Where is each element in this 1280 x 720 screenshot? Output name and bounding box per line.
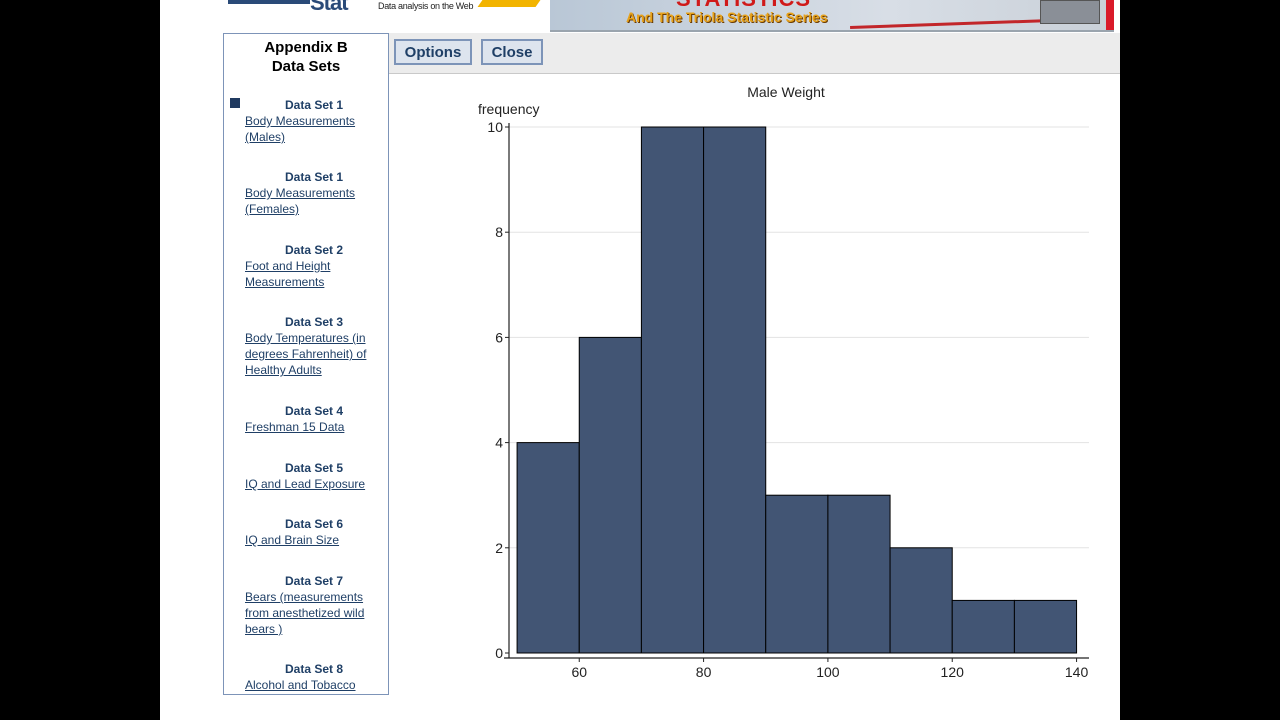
data-set-link[interactable]: Bears (measurements from anesthetized wi…: [245, 590, 365, 636]
y-tick-label: 4: [495, 435, 503, 451]
data-set-link[interactable]: Body Temperatures (in degrees Fahrenheit…: [245, 331, 367, 377]
y-axis-title: frequency: [478, 101, 539, 117]
sidebar-item-data-set-2: Data Set 2 Foot and Height Measurements: [224, 242, 388, 290]
sidebar-item-data-set-6: Data Set 6 IQ and Brain Size: [224, 516, 388, 548]
y-tick-label: 8: [495, 224, 503, 240]
data-set-link[interactable]: Body Measurements (Females): [245, 186, 356, 216]
y-tick-label: 6: [495, 329, 503, 345]
data-set-heading: Data Set 8: [284, 662, 344, 676]
logo-bar: [228, 0, 310, 4]
sidebar-item-data-set-4: Data Set 4 Freshman 15 Data: [224, 403, 388, 435]
data-set-link[interactable]: Foot and Height Measurements: [245, 259, 331, 289]
selected-marker-icon: [230, 98, 240, 108]
data-set-heading: Data Set 6: [284, 517, 344, 531]
data-set-heading: Data Set 2: [284, 243, 344, 257]
data-set-heading: Data Set 4: [284, 404, 344, 418]
x-tick-label: 120: [941, 664, 965, 680]
sidebar-title: Appendix B Data Sets: [224, 38, 388, 76]
sidebar-item-data-set-1-males: Data Set 1 Body Measurements (Males): [224, 97, 388, 145]
histogram-bar: [827, 494, 891, 654]
data-set-heading: Data Set 5: [284, 461, 344, 475]
banner-subtitle: And The Triola Statistic Series: [626, 9, 828, 25]
y-tick-label: 2: [495, 540, 503, 556]
data-set-link[interactable]: Body Measurements (Males): [245, 114, 356, 144]
header-banner: STATISTICS And The Triola Statistic Seri…: [550, 0, 1114, 32]
logo-text: Stat: [310, 0, 349, 15]
toolbar: Options Close: [389, 33, 1120, 74]
logo-banner: Stat Data analysis on the Web: [160, 0, 545, 30]
y-tick-label: 0: [495, 645, 503, 661]
x-tick-label: 60: [571, 664, 587, 680]
histogram-bar: [640, 126, 705, 654]
chart-title: Male Weight: [747, 84, 825, 100]
x-tick-label: 100: [816, 664, 840, 680]
banner-accent: [1106, 0, 1114, 30]
histogram-bar: [951, 599, 1015, 654]
sidebar-item-data-set-3: Data Set 3 Body Temperatures (in degrees…: [224, 314, 388, 378]
histogram-bar: [1013, 599, 1078, 654]
x-tick-label: 140: [1065, 664, 1089, 680]
histogram-bar: [703, 126, 767, 654]
sidebar-title-line2: Data Sets: [271, 58, 341, 75]
logo-cube-icon: [477, 0, 541, 7]
data-set-link[interactable]: IQ and Brain Size: [245, 533, 340, 547]
y-tick-label: 10: [487, 119, 503, 135]
data-set-link[interactable]: IQ and Lead Exposure: [245, 477, 366, 491]
histogram-bar: [889, 547, 953, 654]
data-set-heading: Data Set 7: [284, 574, 344, 588]
data-set-heading: Data Set 1: [284, 98, 344, 112]
data-set-link[interactable]: Freshman 15 Data: [245, 420, 345, 434]
book-icon: [1040, 0, 1100, 24]
close-button[interactable]: Close: [481, 39, 543, 65]
histogram-chart: 0 2 4 6 8 10 60 80 100 120 140 Male Weight frequen…: [389, 74, 1120, 693]
banner-headline: STATISTICS: [676, 0, 811, 12]
page: Stat Data analysis on the Web STATISTICS…: [160, 0, 1120, 720]
histogram-svg: 0 2 4 6 8 10 60 80 100 120 140 Male Weight frequen…: [478, 84, 1089, 680]
options-button[interactable]: Options: [394, 39, 472, 65]
data-set-heading: Data Set 1: [284, 170, 344, 184]
sidebar-item-data-set-5: Data Set 5 IQ and Lead Exposure: [224, 460, 388, 492]
data-sets-sidebar[interactable]: Appendix B Data Sets Data Set 1 Body Mea…: [223, 33, 389, 695]
data-set-link[interactable]: Alcohol and Tobacco: [245, 678, 356, 692]
sidebar-item-data-set-1-females: Data Set 1 Body Measurements (Females): [224, 169, 388, 217]
data-set-heading: Data Set 3: [284, 315, 344, 329]
sidebar-item-data-set-8: Data Set 8 Alcohol and Tobacco: [224, 661, 388, 693]
x-tick-label: 80: [696, 664, 712, 680]
histogram-bar: [578, 336, 642, 654]
histogram-bar: [765, 494, 829, 654]
sidebar-item-data-set-7: Data Set 7 Bears (measurements from anes…: [224, 573, 388, 637]
histogram-bar: [516, 442, 580, 654]
sidebar-title-line1: Appendix B: [264, 39, 348, 56]
logo-tagline: Data analysis on the Web: [378, 1, 474, 11]
